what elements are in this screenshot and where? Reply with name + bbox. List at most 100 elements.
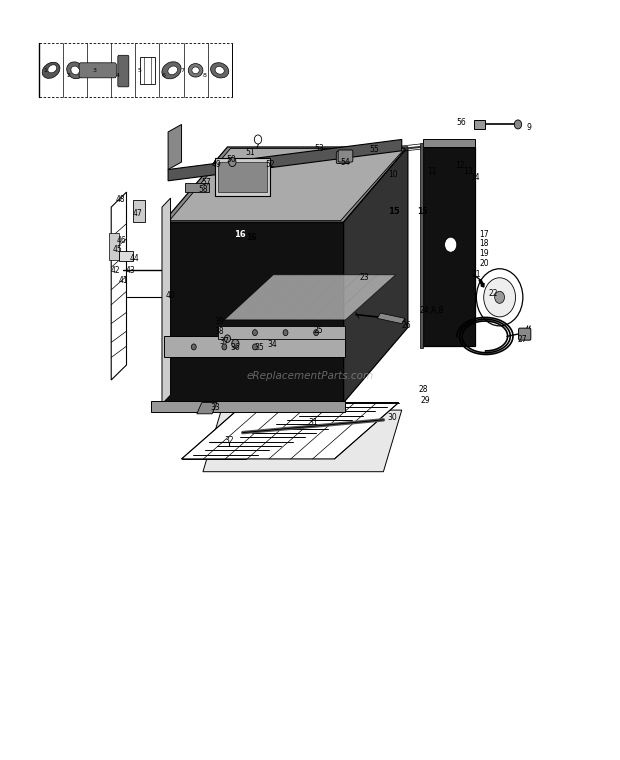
Text: 36: 36 bbox=[231, 344, 241, 352]
Circle shape bbox=[192, 344, 196, 350]
Text: 1: 1 bbox=[44, 68, 48, 73]
Text: 33: 33 bbox=[210, 404, 220, 413]
Polygon shape bbox=[420, 143, 423, 347]
Text: eReplacementParts.com: eReplacementParts.com bbox=[246, 371, 374, 382]
Circle shape bbox=[254, 135, 262, 144]
Ellipse shape bbox=[42, 62, 60, 78]
Polygon shape bbox=[197, 403, 217, 414]
Ellipse shape bbox=[48, 65, 57, 73]
Polygon shape bbox=[169, 148, 405, 220]
Polygon shape bbox=[215, 158, 270, 196]
Text: 48: 48 bbox=[115, 195, 125, 204]
Text: 6: 6 bbox=[161, 73, 165, 78]
Text: 9: 9 bbox=[526, 123, 531, 132]
Polygon shape bbox=[168, 125, 182, 169]
Text: 55: 55 bbox=[370, 144, 379, 154]
Circle shape bbox=[232, 340, 239, 348]
Polygon shape bbox=[164, 337, 345, 357]
Polygon shape bbox=[133, 200, 145, 222]
Polygon shape bbox=[182, 403, 399, 459]
Polygon shape bbox=[163, 147, 408, 222]
FancyBboxPatch shape bbox=[336, 151, 350, 163]
Text: 50: 50 bbox=[227, 155, 237, 164]
Polygon shape bbox=[423, 147, 475, 346]
Text: 15: 15 bbox=[417, 207, 427, 216]
Text: 26: 26 bbox=[402, 321, 412, 330]
Text: 58: 58 bbox=[198, 185, 208, 195]
FancyBboxPatch shape bbox=[338, 150, 353, 162]
Text: 7: 7 bbox=[181, 68, 185, 73]
Text: 57: 57 bbox=[201, 178, 211, 187]
Text: 24,A,B: 24,A,B bbox=[420, 306, 445, 315]
Text: 2: 2 bbox=[66, 73, 71, 78]
Text: 30: 30 bbox=[388, 413, 397, 422]
Text: 20: 20 bbox=[479, 259, 489, 268]
Circle shape bbox=[476, 269, 523, 326]
Text: 8: 8 bbox=[203, 73, 206, 78]
Polygon shape bbox=[185, 183, 209, 192]
Text: 17: 17 bbox=[479, 230, 489, 239]
FancyBboxPatch shape bbox=[474, 120, 485, 129]
Ellipse shape bbox=[168, 66, 177, 74]
Text: 18: 18 bbox=[480, 239, 489, 249]
Ellipse shape bbox=[215, 66, 224, 74]
Ellipse shape bbox=[192, 67, 199, 74]
Text: 54: 54 bbox=[340, 158, 350, 167]
Text: 38: 38 bbox=[215, 327, 224, 336]
Circle shape bbox=[314, 330, 319, 336]
Polygon shape bbox=[218, 326, 345, 340]
Text: 42: 42 bbox=[111, 266, 120, 275]
Text: 32: 32 bbox=[224, 436, 234, 445]
Text: 23: 23 bbox=[359, 274, 369, 282]
FancyBboxPatch shape bbox=[79, 63, 117, 78]
Text: 12: 12 bbox=[455, 160, 464, 169]
Circle shape bbox=[222, 344, 227, 350]
Text: 49: 49 bbox=[211, 160, 221, 169]
Polygon shape bbox=[218, 162, 267, 192]
Text: 13: 13 bbox=[463, 166, 472, 176]
Text: 11: 11 bbox=[428, 167, 437, 176]
Text: 44: 44 bbox=[130, 254, 140, 263]
Circle shape bbox=[252, 344, 257, 350]
Text: 35: 35 bbox=[254, 344, 264, 352]
Circle shape bbox=[484, 277, 515, 317]
Text: 14: 14 bbox=[471, 173, 480, 182]
Circle shape bbox=[283, 330, 288, 336]
Text: 34: 34 bbox=[267, 340, 277, 349]
Text: 25: 25 bbox=[313, 326, 323, 335]
Circle shape bbox=[445, 237, 457, 252]
FancyArrow shape bbox=[479, 280, 484, 287]
Text: 41: 41 bbox=[118, 277, 128, 285]
Polygon shape bbox=[378, 313, 405, 324]
Ellipse shape bbox=[188, 64, 203, 77]
Text: 28: 28 bbox=[418, 385, 428, 394]
Text: 39: 39 bbox=[215, 317, 224, 326]
Polygon shape bbox=[162, 198, 170, 404]
Polygon shape bbox=[151, 401, 345, 412]
Polygon shape bbox=[163, 222, 343, 403]
Text: 56: 56 bbox=[457, 118, 467, 127]
Polygon shape bbox=[203, 410, 402, 472]
Text: 16: 16 bbox=[234, 230, 246, 239]
Ellipse shape bbox=[162, 62, 181, 79]
Text: 5: 5 bbox=[138, 68, 142, 73]
Text: 19: 19 bbox=[479, 249, 489, 258]
Text: 21: 21 bbox=[472, 271, 481, 279]
Ellipse shape bbox=[211, 62, 229, 78]
Text: 31: 31 bbox=[308, 417, 318, 426]
Circle shape bbox=[515, 120, 521, 129]
FancyBboxPatch shape bbox=[118, 55, 129, 87]
FancyBboxPatch shape bbox=[119, 251, 133, 261]
Text: 22: 22 bbox=[489, 289, 498, 298]
Circle shape bbox=[224, 335, 231, 343]
FancyBboxPatch shape bbox=[518, 328, 531, 340]
Ellipse shape bbox=[71, 66, 79, 74]
Text: 43: 43 bbox=[126, 266, 136, 275]
Circle shape bbox=[229, 157, 236, 166]
Text: 47: 47 bbox=[133, 209, 143, 217]
Polygon shape bbox=[109, 233, 119, 260]
Polygon shape bbox=[111, 192, 126, 380]
Text: 3: 3 bbox=[92, 68, 96, 73]
Polygon shape bbox=[224, 275, 396, 320]
Circle shape bbox=[495, 291, 505, 303]
